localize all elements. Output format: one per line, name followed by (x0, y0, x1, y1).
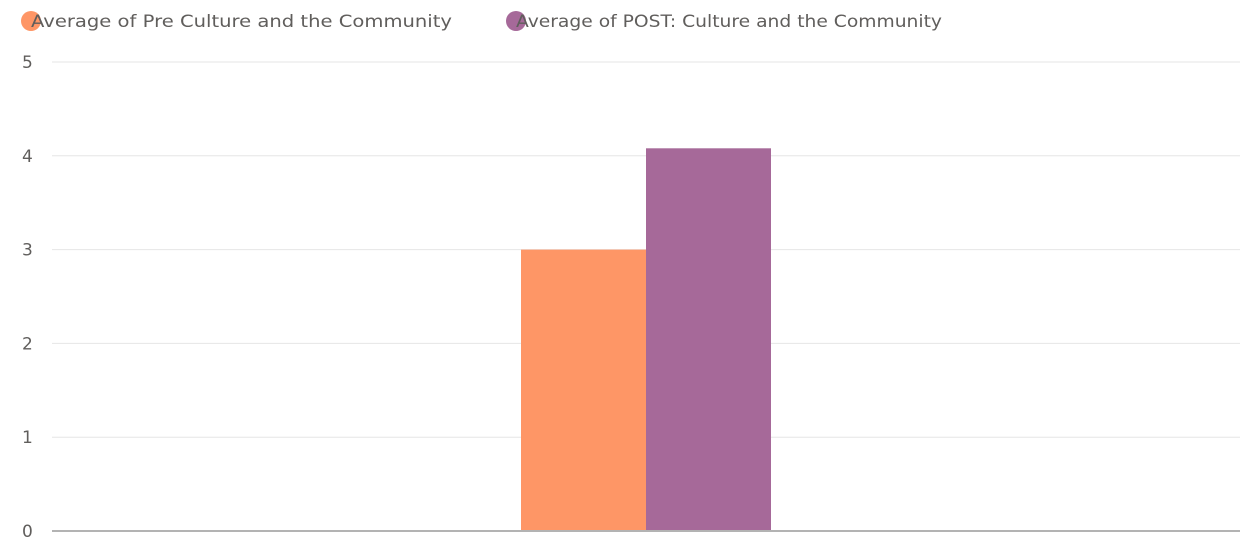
bar-pre[interactable] (521, 249, 646, 531)
legend-swatch (21, 11, 41, 31)
y-tick-label: 5 (22, 53, 33, 73)
bars (521, 148, 771, 531)
legend-label: Average of Pre Culture and the Community (31, 12, 452, 32)
bar-post[interactable] (646, 148, 771, 531)
legend-item-pre[interactable]: Average of Pre Culture and the Community (21, 11, 452, 32)
legend-label: Average of POST: Culture and the Communi… (516, 12, 942, 32)
y-tick-label: 1 (22, 428, 33, 448)
legend-swatch (506, 11, 526, 31)
y-tick-label: 3 (22, 241, 33, 261)
y-tick-label: 0 (22, 522, 33, 539)
y-tick-label: 2 (22, 334, 33, 354)
legend-item-post[interactable]: Average of POST: Culture and the Communi… (506, 11, 942, 32)
y-axis-ticks: 0 1 2 3 4 5 (22, 53, 33, 542)
y-tick-label: 4 (22, 147, 33, 167)
legend: Average of Pre Culture and the Community… (21, 11, 942, 32)
